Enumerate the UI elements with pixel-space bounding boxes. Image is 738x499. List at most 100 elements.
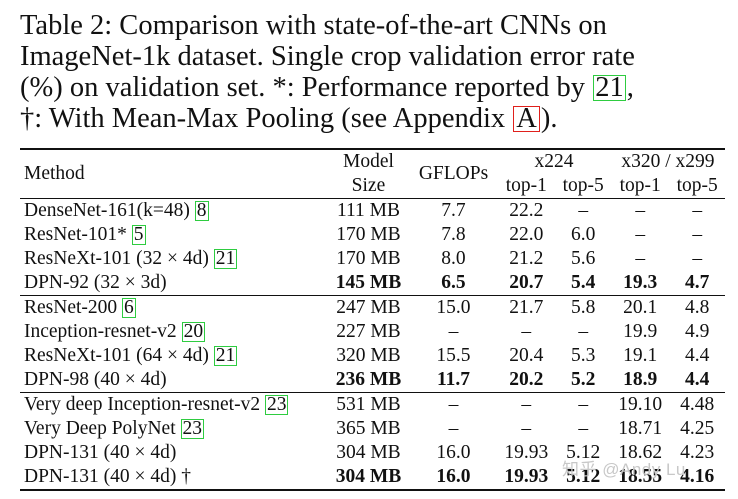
gflops-cell: 16.0: [409, 465, 498, 491]
t5-cell: –: [555, 392, 611, 417]
gflops-cell: –: [448, 418, 459, 439]
t5-cell: 5.8: [555, 295, 611, 320]
t1-cell: 22.2: [497, 198, 556, 223]
size-cell: 227 MB: [336, 321, 401, 342]
table-row: ResNet-101* 5 170 MB 7.8 22.0 6.0 – –: [20, 223, 725, 247]
u5-cell: 4.8: [669, 295, 725, 320]
comparison-table: Method Model GFLOPs x224 x320 / x299 Siz…: [20, 148, 725, 491]
top5-header: top-5: [562, 175, 604, 196]
t1-cell: 20.4: [509, 345, 544, 366]
method-cell: Inception-resnet-v2 20: [24, 321, 206, 342]
t1-cell: –: [521, 321, 532, 342]
u5-cell: –: [692, 224, 703, 245]
model-size-header-1: Model: [327, 148, 410, 174]
u1-cell: 18.62: [618, 442, 663, 463]
t5-cell: 5.3: [571, 345, 596, 366]
citation-link[interactable]: 21: [593, 72, 626, 103]
gflops-cell: 15.5: [436, 345, 471, 366]
table-row: DPN-131 (40 × 4d) † 304 MB 16.0 19.93 5.12 18…: [20, 465, 725, 491]
gflops-cell: 11.7: [436, 369, 471, 390]
t5-cell: 5.2: [571, 369, 596, 390]
t5-cell: 5.6: [571, 248, 596, 269]
t5-cell: –: [578, 321, 589, 342]
table-row: DPN-98 (40 × 4d) 236 MB 11.7 20.2 5.2 18.9 4.4: [20, 368, 725, 393]
method-cell: DPN-92 (32 × 3d): [24, 272, 167, 293]
t1-cell: –: [521, 418, 532, 439]
caption-line-2: ImageNet-1k dataset. Single crop validat…: [20, 41, 635, 72]
header-row-1: Method Model GFLOPs x224 x320 / x299: [20, 148, 725, 199]
table-row: DenseNet-161(k=48) 8 111 MB 7.7 22.2– – –: [20, 198, 725, 223]
u1-cell: –: [635, 224, 646, 245]
caption-line-3: (%) on validation set. *: Performance re…: [20, 72, 634, 103]
u5-cell: 4.7: [685, 272, 710, 293]
u5-cell: 4.16: [669, 465, 725, 491]
gflops-cell: 15.0: [409, 295, 498, 320]
table-body: DenseNet-161(k=48) 8 111 MB 7.7 22.2– – – ResN…: [20, 198, 725, 491]
citation-link[interactable]: 21: [213, 248, 238, 269]
citation-link[interactable]: 20: [181, 321, 206, 342]
top5-header-2: top-5: [676, 175, 718, 196]
gflops-cell: 7.7: [409, 198, 498, 223]
t5-cell: 5.12: [555, 465, 611, 491]
method-cell: ResNet-200 6: [20, 295, 328, 320]
u5-cell: –: [692, 248, 703, 269]
table-caption: Table 2: Comparison with state-of-the-ar…: [20, 10, 720, 134]
method-cell: DenseNet-161(k=48) 8: [20, 198, 328, 223]
watermark: 知乎 @Andy Lu: [562, 460, 686, 479]
t1-cell: 19.93: [504, 442, 549, 463]
appendix-link[interactable]: A: [513, 104, 540, 133]
u1-cell: –: [635, 248, 646, 269]
citation-link[interactable]: 6: [122, 297, 136, 318]
citation-link[interactable]: 23: [180, 418, 205, 439]
u5-cell: 4.48: [669, 392, 725, 417]
t5-cell: –: [555, 198, 611, 223]
gflops-cell: 16.0: [436, 442, 471, 463]
gflops-cell: 6.5: [441, 272, 466, 293]
u1-cell: 18.9: [623, 369, 658, 390]
t5-cell: 6.0: [571, 224, 596, 245]
model-size-header-2: Size: [351, 175, 386, 196]
method-cell: ResNeXt-101 (64 × 4d) 21: [24, 345, 238, 366]
size-cell: 236 MB: [335, 369, 402, 390]
method-cell: DPN-98 (40 × 4d): [24, 369, 167, 390]
size-cell: 320 MB: [336, 345, 401, 366]
size-cell: 304 MB: [336, 442, 401, 463]
u1-cell: 18.55: [610, 465, 670, 491]
gflops-header: GFLOPs: [409, 148, 498, 199]
gflops-cell: 7.8: [441, 224, 466, 245]
caption-line-4: †: With Mean-Max Pooling (see Appendix A…: [20, 103, 558, 134]
method-cell: ResNeXt-101 (32 × 4d) 21: [24, 248, 238, 269]
u1-cell: 20.1: [610, 295, 670, 320]
u1-cell: 19.1: [623, 345, 658, 366]
citation-link[interactable]: 5: [131, 224, 146, 245]
table-row: DPN-92 (32 × 3d) 145 MB 6.5 20.7 5.4 19.3 4.7: [20, 271, 725, 296]
u5-cell: 4.4: [685, 345, 710, 366]
method-cell: ResNet-101* 5: [24, 224, 146, 245]
table-row: Very Deep PolyNet 23 365 MB – – – 18.71 4.25: [20, 417, 725, 441]
citation-link[interactable]: 21: [213, 345, 238, 366]
table-row: ResNet-200 6 247 MB 15.0 21.7 5.8 20.1 4.8: [20, 295, 725, 320]
caption-line-1: Table 2: Comparison with state-of-the-ar…: [20, 10, 607, 41]
u5-cell: 4.23: [680, 442, 715, 463]
citation-link[interactable]: 8: [194, 200, 209, 221]
size-cell: 304 MB: [327, 465, 410, 491]
t1-cell: –: [497, 392, 556, 417]
u1-cell: 19.3: [623, 272, 658, 293]
t1-cell: 19.93: [497, 465, 556, 491]
t1-cell: 22.0: [509, 224, 544, 245]
u5-cell: 4.4: [685, 369, 710, 390]
size-cell: 365 MB: [336, 418, 401, 439]
top1-header-2: top-1: [619, 175, 661, 196]
top1-header: top-1: [505, 175, 547, 196]
t1-cell: 21.2: [509, 248, 544, 269]
size-cell: 531 MB: [327, 392, 410, 417]
method-cell: Very Deep PolyNet 23: [24, 418, 205, 439]
u1-cell: 19.9: [623, 321, 658, 342]
t5-cell: –: [578, 418, 589, 439]
u1-cell: 19.10: [610, 392, 670, 417]
gflops-cell: –: [409, 392, 498, 417]
method-header: Method: [20, 148, 328, 199]
citation-link[interactable]: 23: [264, 394, 289, 415]
method-cell: Very deep Inception-resnet-v2 23: [20, 392, 328, 417]
gflops-cell: –: [448, 321, 459, 342]
